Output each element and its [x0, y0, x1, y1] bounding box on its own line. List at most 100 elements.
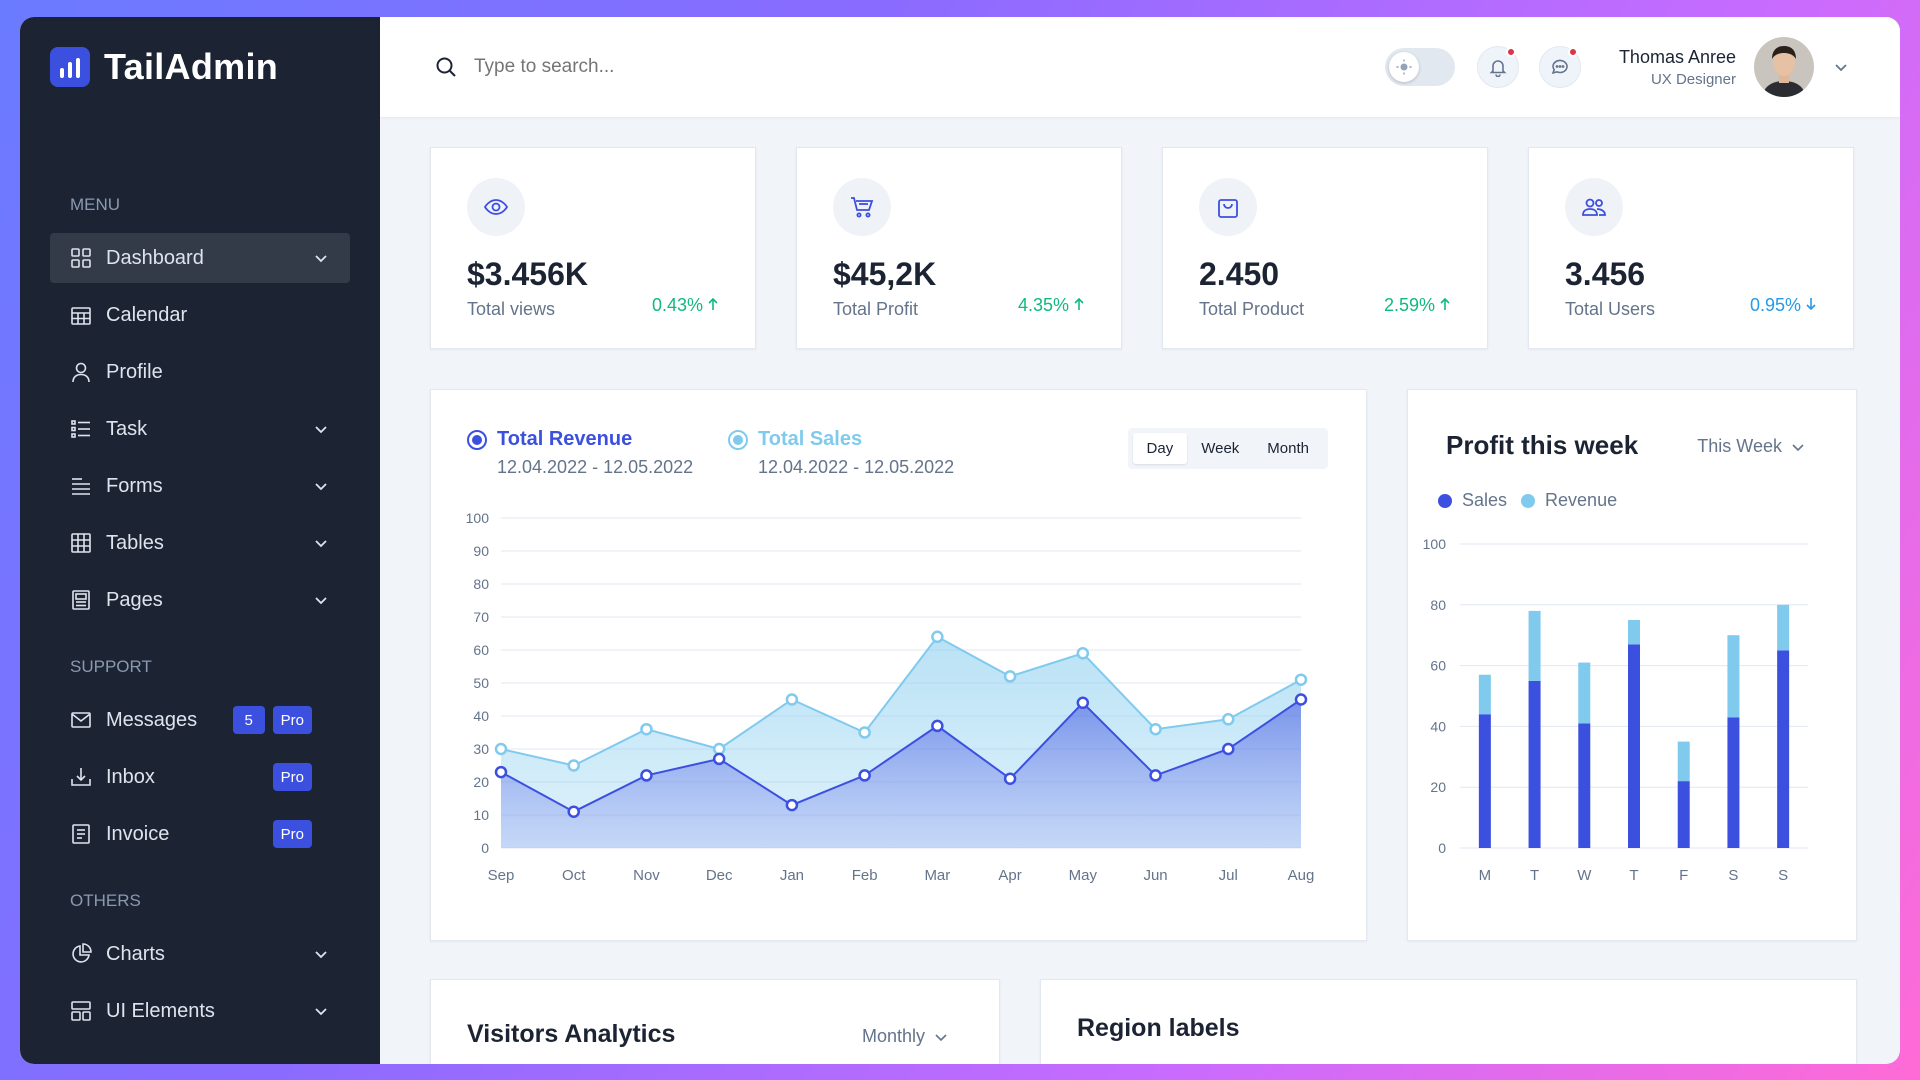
data-point	[712, 752, 726, 766]
legend-sales[interactable]: Sales	[1438, 490, 1507, 511]
series-line-total-sales	[500, 635, 1302, 767]
chevron-down-icon[interactable]	[312, 249, 330, 267]
chevron-down-icon[interactable]	[312, 945, 330, 963]
avatar[interactable]	[1754, 37, 1814, 97]
user-name: Thomas Anree	[1618, 46, 1736, 67]
x-tick-label: Oct	[562, 867, 586, 884]
data-point	[494, 765, 508, 779]
data-point	[567, 805, 580, 818]
pro-badge: Pro	[272, 820, 312, 848]
sidebar-item-label: Task	[106, 417, 148, 440]
x-tick-label: May	[1069, 867, 1098, 884]
chat-icon	[1551, 59, 1568, 75]
week-dropdown[interactable]: This Week	[1697, 436, 1806, 457]
data-point	[494, 742, 508, 756]
user-menu[interactable]: Thomas Anree UX Designer	[1619, 37, 1850, 97]
stat-card: $3.456K Total views 0.43%	[430, 147, 756, 349]
chevron-down-icon[interactable]	[312, 534, 330, 552]
cart-icon	[833, 178, 891, 236]
sidebar-item-messages[interactable]: Messages 5 Pro	[50, 695, 350, 745]
sidebar-item-label: Pages	[106, 588, 163, 611]
bar-sales	[1727, 717, 1740, 848]
period-week-button[interactable]: Week	[1201, 440, 1240, 457]
data-point	[1076, 647, 1090, 660]
sidebar-item-profile[interactable]: Profile	[50, 347, 350, 397]
chevron-down-icon[interactable]	[312, 591, 330, 609]
bar-revenue	[1628, 620, 1640, 645]
sidebar-item-calendar[interactable]: Calendar	[50, 290, 350, 340]
calendar-icon	[70, 304, 92, 326]
sidebar-item-dashboard[interactable]: Dashboard	[50, 233, 350, 283]
legend-date-range: 12.04.2022 - 12.05.2022	[497, 457, 694, 477]
y-tick-label: 40	[1430, 718, 1446, 734]
legend-date-range: 12.04.2022 - 12.05.2022	[758, 457, 955, 477]
chevron-down-icon[interactable]	[312, 1002, 330, 1020]
legend-total-revenue[interactable]: Total Revenue 12.04.2022 - 12.05.2022	[467, 428, 693, 478]
stat-card: 2.450 Total Product 2.59%	[1162, 147, 1488, 349]
mail-icon	[70, 709, 92, 731]
sidebar-item-charts[interactable]: Charts	[50, 929, 350, 979]
bar-sales	[1578, 723, 1591, 848]
chevron-down-icon[interactable]	[1832, 58, 1850, 76]
menu-group-title: MENU	[70, 195, 121, 214]
message-dot	[1567, 47, 1578, 57]
sidebar-item-invoice[interactable]: Invoice Pro	[50, 809, 350, 859]
pro-badge: Pro	[272, 706, 312, 734]
sidebar-item-forms[interactable]: Forms	[50, 461, 350, 511]
bar-sales	[1478, 714, 1491, 848]
monthly-dropdown[interactable]: Monthly	[862, 1026, 949, 1047]
main-content: Thomas Anree UX Designer $3.456K Total v…	[380, 17, 1900, 1064]
radio-icon	[467, 430, 487, 450]
radio-icon	[728, 430, 748, 450]
x-tick-label: Feb	[852, 867, 878, 884]
y-tick-label: 0	[481, 840, 489, 856]
y-tick-label: 40	[473, 708, 489, 724]
stat-change: 0.95%	[1750, 295, 1817, 316]
arrow-up-icon	[1440, 297, 1450, 310]
legend-revenue[interactable]: Revenue	[1521, 490, 1617, 511]
stat-value: 2.450	[1199, 256, 1280, 292]
app-window: TailAdmin MENU Dashboard Calendar Profile Ta…	[20, 17, 1900, 1064]
sidebar-item-label: Forms	[106, 474, 163, 497]
data-point	[1149, 769, 1162, 782]
legend-total-sales[interactable]: Total Sales 12.04.2022 - 12.05.2022	[728, 428, 954, 478]
arrow-up-icon	[708, 297, 718, 310]
messages-button[interactable]	[1538, 46, 1581, 88]
bar-revenue	[1478, 674, 1491, 715]
search-icon[interactable]	[434, 55, 458, 79]
y-tick-label: 60	[1430, 658, 1446, 674]
sidebar-item-label: Profile	[106, 360, 163, 383]
chevron-down-icon	[935, 1033, 947, 1041]
bar-revenue	[1578, 662, 1591, 724]
data-point	[1294, 693, 1308, 706]
dark-mode-toggle[interactable]	[1384, 48, 1455, 86]
sidebar-item-tables[interactable]: Tables	[50, 518, 350, 568]
chevron-down-icon[interactable]	[312, 477, 330, 495]
period-day-button[interactable]: Day	[1132, 433, 1188, 464]
x-tick-label: Nov	[633, 867, 660, 884]
data-point	[1076, 696, 1090, 710]
period-month-button[interactable]: Month	[1267, 440, 1309, 457]
notification-button[interactable]	[1476, 46, 1519, 88]
arrow-down-icon	[1806, 298, 1816, 311]
data-point	[1222, 742, 1235, 756]
series-line-total-revenue	[500, 698, 1302, 813]
y-tick-label: 0	[1438, 840, 1446, 856]
brand[interactable]: TailAdmin	[50, 17, 350, 117]
bag-icon	[1199, 178, 1257, 236]
y-tick-label: 50	[473, 675, 489, 691]
sidebar-item-inbox[interactable]: Inbox Pro	[50, 752, 350, 802]
sidebar-item-pages[interactable]: Pages	[50, 575, 350, 625]
user-icon	[70, 361, 92, 383]
region-panel: Region labels	[1040, 979, 1857, 1064]
task-list-icon	[70, 418, 92, 440]
sidebar-item-label: Calendar	[106, 303, 188, 326]
series-area-total-revenue	[501, 699, 1301, 848]
search-input[interactable]	[474, 56, 874, 78]
sidebar-item-label: Messages	[106, 708, 198, 731]
sidebar-item-task[interactable]: Task	[50, 404, 350, 454]
period-switcher: Day Week Month	[1127, 428, 1328, 469]
x-tick-label: Jan	[780, 867, 804, 884]
chevron-down-icon[interactable]	[312, 420, 330, 438]
sidebar-item-ui-elements[interactable]: UI Elements	[50, 986, 350, 1036]
